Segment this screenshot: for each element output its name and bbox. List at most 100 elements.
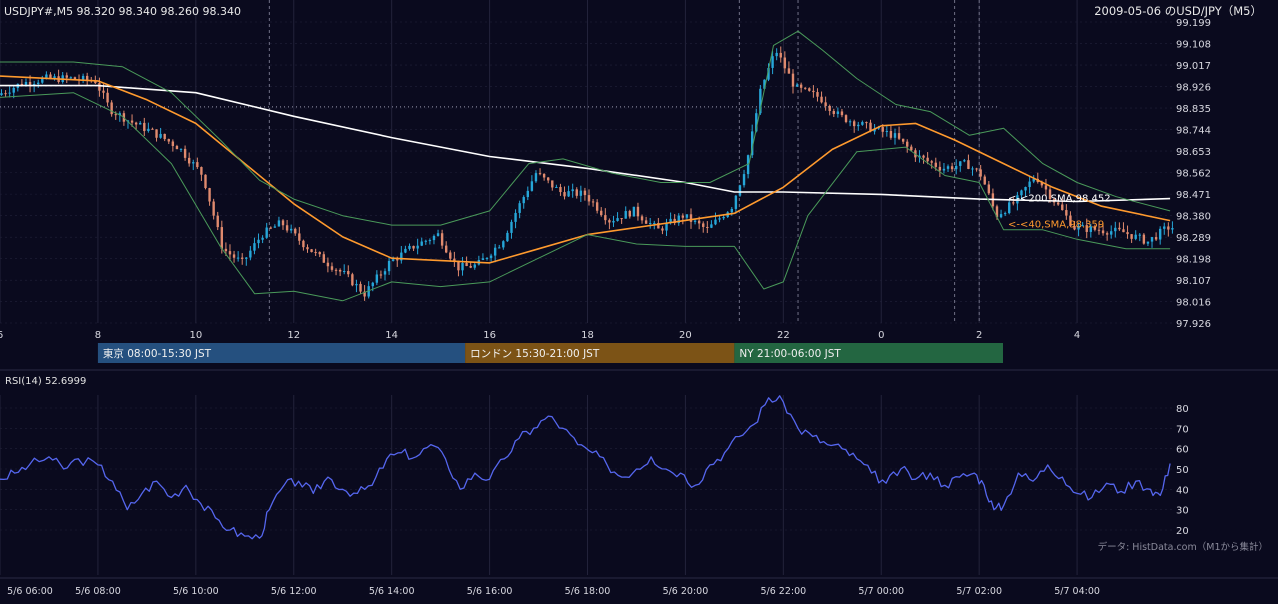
candle-body <box>147 128 150 132</box>
candle-body <box>995 206 999 218</box>
candle-body <box>253 243 256 251</box>
candle-body <box>159 133 162 138</box>
candle-body <box>787 68 791 74</box>
candle-body <box>1008 202 1011 214</box>
candle-body <box>338 269 342 272</box>
candle-body <box>232 254 236 258</box>
candle-body <box>930 161 933 163</box>
candle-body <box>334 269 338 271</box>
candle-body <box>946 166 950 169</box>
candle-body <box>281 220 285 226</box>
rsi-title: RSI(14) 52.6999 <box>5 376 86 387</box>
candle-body <box>595 202 599 211</box>
candle-body <box>310 249 313 253</box>
candle-body <box>1056 202 1060 205</box>
candle-body <box>869 122 872 132</box>
candle-body <box>412 245 415 249</box>
candle-body <box>551 180 554 188</box>
candle-body <box>987 184 991 194</box>
candle-body <box>383 271 387 275</box>
candle-body <box>273 226 277 228</box>
candle-body <box>375 274 379 283</box>
candle-body <box>563 192 566 197</box>
candle-body <box>257 239 260 244</box>
candle-body <box>934 162 937 167</box>
candle-body <box>314 252 317 254</box>
candle-body <box>143 122 146 132</box>
bollinger-lower-line <box>0 92 1171 302</box>
candle-body <box>795 84 799 87</box>
candle-body <box>1089 226 1093 232</box>
candle-body <box>673 218 676 224</box>
candle-body <box>391 259 395 261</box>
candle-body <box>697 220 701 224</box>
candle-body <box>824 102 827 106</box>
candle-body <box>469 266 472 268</box>
candle-body <box>771 56 774 68</box>
candle-body <box>555 186 558 188</box>
rsi-time-tick-label: 5/7 02:00 <box>956 586 1002 597</box>
price-tick-label: 98.471 <box>1176 190 1211 201</box>
candle-body <box>816 92 819 97</box>
candle-body <box>493 247 497 256</box>
candle-body <box>396 259 399 261</box>
candle-body <box>183 148 187 158</box>
candle-body <box>979 169 982 177</box>
candle-body <box>922 155 925 158</box>
candle-body <box>179 148 183 150</box>
candle-body <box>1028 181 1031 188</box>
candle-body <box>1118 227 1121 230</box>
candle-body <box>763 79 766 89</box>
price-tick-label: 98.380 <box>1176 212 1211 223</box>
price-tick-label: 98.289 <box>1176 233 1211 244</box>
candle-body <box>514 212 517 222</box>
candle-body <box>200 167 203 175</box>
candle-body <box>901 138 905 142</box>
candle-body <box>420 241 423 246</box>
rsi-tick-label: 70 <box>1176 424 1189 435</box>
candle-body <box>175 146 179 150</box>
chart-title: 2009-05-06 のUSD/JPY（M5） <box>1094 4 1262 18</box>
candle-body <box>134 122 138 125</box>
candle-body <box>906 141 909 147</box>
price-time-tick-label: 20 <box>679 330 692 341</box>
candle-body <box>261 237 264 240</box>
candle-body <box>587 195 591 202</box>
candle-body <box>714 219 717 225</box>
candle-body <box>49 74 52 79</box>
rsi-tick-label: 60 <box>1176 445 1189 456</box>
candle-body <box>326 262 330 267</box>
candle-body <box>371 282 374 287</box>
candle-body <box>498 247 501 249</box>
candle-body <box>265 227 268 238</box>
candle-body <box>130 120 134 123</box>
candle-body <box>632 206 636 217</box>
candle-body <box>510 221 513 233</box>
candle-body <box>975 168 978 170</box>
bollinger-upper-line <box>0 30 1171 226</box>
candle-body <box>702 223 705 227</box>
rsi-tick-label: 30 <box>1176 506 1189 517</box>
candle-body <box>857 124 860 127</box>
candle-body <box>559 186 562 193</box>
price-time-tick-label: 12 <box>287 330 300 341</box>
candle-body <box>971 168 974 170</box>
candle-body <box>791 73 795 87</box>
candle-body <box>999 214 1003 218</box>
candle-body <box>1101 230 1105 234</box>
candle-body <box>820 96 823 103</box>
candle-body <box>408 245 411 249</box>
candle-body <box>865 122 868 124</box>
candle-body <box>1003 213 1007 215</box>
candle-body <box>1097 229 1101 231</box>
rsi-tick-label: 80 <box>1176 404 1189 415</box>
price-tick-label: 98.926 <box>1176 83 1211 94</box>
candle-body <box>893 133 897 138</box>
candle-body <box>65 75 68 78</box>
symbol-ohlc-label: USDJPY#,M5 98.320 98.340 98.260 98.340 <box>4 5 241 18</box>
candle-body <box>1040 182 1044 186</box>
candle-body <box>832 110 835 114</box>
candle-body <box>910 146 913 151</box>
candle-body <box>24 81 28 86</box>
candle-body <box>677 215 680 224</box>
